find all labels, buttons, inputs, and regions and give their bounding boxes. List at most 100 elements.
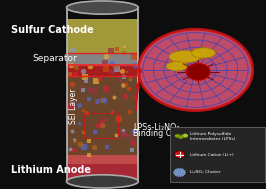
- Point: [81, 131, 85, 134]
- Ellipse shape: [175, 134, 180, 138]
- Point: [105, 145, 109, 148]
- Point: [82, 145, 86, 148]
- Point: [99, 120, 103, 123]
- Point: [123, 94, 127, 97]
- Point: [110, 70, 114, 73]
- Point: [68, 72, 72, 75]
- Point: [87, 153, 92, 156]
- Text: Sulfur Cathode: Sulfur Cathode: [11, 25, 93, 35]
- Point: [130, 149, 134, 152]
- Point: [102, 117, 106, 120]
- Point: [133, 64, 137, 67]
- Text: Separator: Separator: [32, 54, 77, 63]
- Point: [78, 86, 82, 89]
- Point: [121, 84, 125, 87]
- Text: SEI Layer: SEI Layer: [69, 88, 78, 124]
- Point: [110, 62, 114, 65]
- Point: [129, 135, 133, 138]
- Bar: [84, 113, 118, 138]
- Point: [117, 117, 121, 120]
- Point: [73, 66, 78, 69]
- Point: [118, 79, 122, 82]
- Point: [104, 68, 108, 71]
- Point: [113, 64, 117, 67]
- Point: [110, 110, 114, 113]
- Point: [85, 112, 89, 115]
- Point: [92, 146, 96, 149]
- Bar: [66, 76, 138, 164]
- Point: [93, 131, 98, 134]
- Text: LPSs-Li₂NO₂: LPSs-Li₂NO₂: [133, 123, 180, 132]
- Point: [100, 123, 104, 126]
- Point: [94, 100, 99, 103]
- Ellipse shape: [166, 61, 188, 71]
- Point: [132, 95, 136, 98]
- Point: [87, 88, 91, 91]
- Point: [86, 98, 91, 101]
- Point: [73, 140, 78, 143]
- Point: [120, 69, 124, 72]
- Point: [86, 140, 91, 143]
- Point: [132, 55, 136, 58]
- Point: [81, 108, 85, 111]
- Point: [114, 134, 118, 137]
- Point: [69, 64, 73, 67]
- Text: Binding Complexes: Binding Complexes: [133, 129, 210, 138]
- Point: [121, 128, 126, 131]
- Point: [99, 99, 104, 102]
- Point: [68, 147, 72, 150]
- Point: [70, 48, 74, 51]
- Ellipse shape: [169, 51, 201, 63]
- Ellipse shape: [66, 175, 138, 188]
- Point: [77, 103, 81, 106]
- Point: [72, 149, 76, 152]
- Circle shape: [174, 151, 185, 158]
- Point: [84, 79, 88, 82]
- Point: [81, 88, 85, 91]
- Circle shape: [183, 134, 188, 138]
- Point: [129, 139, 133, 142]
- Point: [77, 121, 81, 124]
- Point: [109, 50, 114, 53]
- Bar: [66, 155, 138, 180]
- Point: [127, 88, 131, 91]
- Bar: [66, 65, 138, 76]
- Point: [98, 77, 103, 80]
- Point: [124, 83, 128, 86]
- Point: [115, 67, 119, 70]
- Point: [122, 51, 126, 54]
- Ellipse shape: [192, 48, 215, 58]
- Point: [128, 77, 132, 81]
- Point: [98, 77, 102, 81]
- Point: [73, 73, 77, 76]
- Polygon shape: [173, 168, 186, 177]
- Point: [131, 129, 136, 132]
- Point: [96, 123, 100, 126]
- Point: [68, 105, 72, 108]
- Point: [92, 89, 96, 92]
- Point: [122, 44, 126, 47]
- Point: [103, 61, 107, 64]
- Point: [83, 75, 87, 78]
- Bar: [66, 19, 138, 53]
- Point: [94, 80, 98, 83]
- Point: [81, 70, 85, 73]
- Point: [102, 99, 106, 102]
- Point: [115, 48, 119, 51]
- Point: [70, 82, 74, 85]
- Ellipse shape: [178, 136, 184, 139]
- Text: Lithium Cation (Li+): Lithium Cation (Li+): [190, 153, 233, 156]
- FancyBboxPatch shape: [170, 127, 265, 182]
- Bar: [66, 53, 138, 65]
- Bar: [66, 76, 138, 164]
- Point: [128, 110, 132, 113]
- Circle shape: [186, 63, 210, 80]
- Text: Li₂NO₂ Cluster: Li₂NO₂ Cluster: [190, 170, 220, 174]
- Point: [104, 55, 108, 58]
- Point: [112, 95, 116, 98]
- Ellipse shape: [181, 134, 186, 138]
- Point: [78, 142, 82, 145]
- Point: [123, 133, 127, 136]
- Ellipse shape: [66, 1, 138, 14]
- Point: [125, 71, 130, 74]
